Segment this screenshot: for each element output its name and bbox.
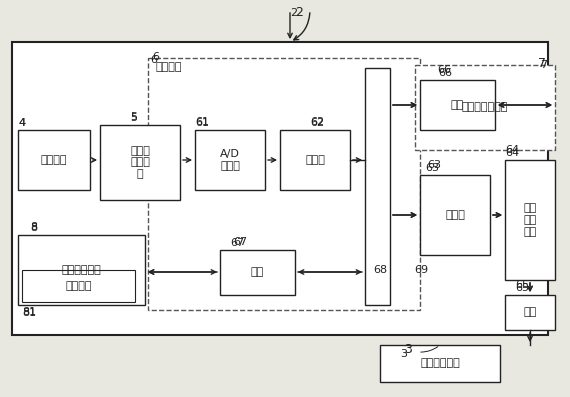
Bar: [505, 295, 555, 330]
Text: 控制器: 控制器: [445, 210, 465, 220]
Text: 6: 6: [152, 52, 159, 62]
Bar: [18, 235, 145, 305]
Text: 7: 7: [538, 57, 546, 70]
Bar: [195, 130, 265, 190]
Text: 61: 61: [195, 117, 209, 127]
Text: 3: 3: [404, 343, 412, 356]
Text: 81: 81: [22, 307, 36, 317]
Text: 69: 69: [414, 265, 428, 275]
Text: 64: 64: [505, 145, 519, 155]
Bar: [420, 80, 495, 130]
Bar: [415, 65, 555, 150]
Bar: [420, 175, 490, 255]
Text: 数据处理装置: 数据处理装置: [420, 358, 460, 368]
Text: 64: 64: [505, 148, 519, 158]
Text: 62: 62: [310, 118, 324, 128]
Bar: [22, 270, 135, 302]
Text: 67: 67: [230, 238, 244, 248]
Text: 5: 5: [130, 112, 137, 122]
Text: 8: 8: [30, 222, 37, 232]
Text: 63: 63: [425, 163, 439, 173]
Text: 数据
分析
单元: 数据 分析 单元: [523, 203, 536, 237]
Bar: [12, 42, 548, 335]
Text: 接口: 接口: [251, 268, 264, 278]
Bar: [365, 68, 390, 305]
Bar: [380, 345, 500, 382]
Text: 流体设备: 流体设备: [65, 281, 92, 291]
Text: 4: 4: [18, 118, 25, 128]
Text: 67: 67: [233, 237, 247, 247]
Text: 66: 66: [437, 65, 451, 75]
Text: 检测部分: 检测部分: [40, 155, 67, 165]
Bar: [18, 130, 90, 190]
Text: 接口: 接口: [523, 308, 536, 318]
Text: 65: 65: [515, 283, 529, 293]
Bar: [505, 160, 555, 280]
Text: 63: 63: [427, 160, 441, 170]
Text: A/D
转换器: A/D 转换器: [220, 149, 240, 171]
Bar: [220, 250, 295, 295]
Text: 2: 2: [290, 8, 297, 18]
Text: 5: 5: [130, 113, 137, 123]
Text: 演算器: 演算器: [305, 155, 325, 165]
Text: 65: 65: [515, 280, 529, 290]
Text: 8: 8: [30, 223, 37, 233]
Text: 2: 2: [295, 6, 303, 19]
Text: 接口: 接口: [451, 100, 464, 110]
Text: 62: 62: [310, 117, 324, 127]
Text: 7: 7: [540, 60, 547, 70]
Text: 3: 3: [400, 349, 407, 359]
Text: 微机部分: 微机部分: [155, 62, 181, 72]
Text: 66: 66: [438, 68, 452, 78]
Text: 61: 61: [195, 118, 209, 128]
Text: 4: 4: [18, 118, 25, 128]
Text: 81: 81: [22, 308, 36, 318]
Bar: [100, 125, 180, 200]
Text: 装置机械部分: 装置机械部分: [62, 265, 101, 275]
Text: 68: 68: [373, 265, 387, 275]
Bar: [280, 130, 350, 190]
Text: 模拟信
号处理
器: 模拟信 号处理 器: [130, 146, 150, 179]
Text: 显示・操作部分: 显示・操作部分: [462, 102, 508, 112]
Bar: [148, 58, 420, 310]
Text: 6: 6: [150, 55, 157, 65]
